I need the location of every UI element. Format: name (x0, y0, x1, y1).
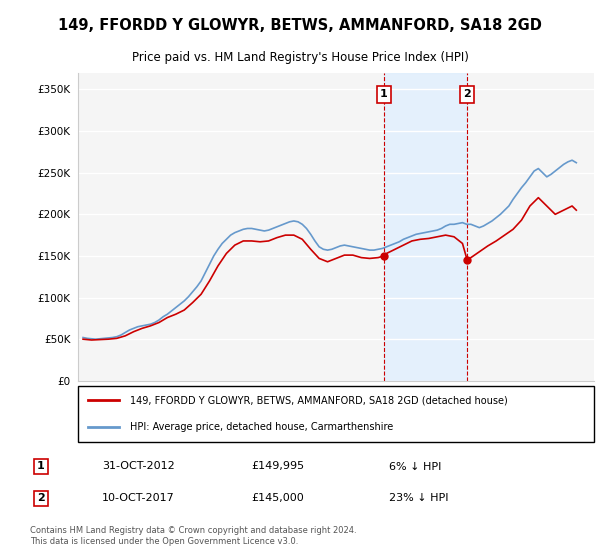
Text: Contains HM Land Registry data © Crown copyright and database right 2024.
This d: Contains HM Land Registry data © Crown c… (30, 526, 356, 546)
Text: 2: 2 (463, 90, 471, 100)
Text: £149,995: £149,995 (251, 461, 304, 472)
Text: 10-OCT-2017: 10-OCT-2017 (102, 493, 175, 503)
Text: 2: 2 (37, 493, 45, 503)
Text: 1: 1 (380, 90, 388, 100)
Text: Price paid vs. HM Land Registry's House Price Index (HPI): Price paid vs. HM Land Registry's House … (131, 51, 469, 64)
Text: HPI: Average price, detached house, Carmarthenshire: HPI: Average price, detached house, Carm… (130, 422, 393, 432)
FancyBboxPatch shape (78, 386, 594, 442)
Text: 23% ↓ HPI: 23% ↓ HPI (389, 493, 448, 503)
Text: 149, FFORDD Y GLOWYR, BETWS, AMMANFORD, SA18 2GD (detached house): 149, FFORDD Y GLOWYR, BETWS, AMMANFORD, … (130, 395, 508, 405)
Text: 6% ↓ HPI: 6% ↓ HPI (389, 461, 441, 472)
Text: 1: 1 (37, 461, 45, 472)
Text: 31-OCT-2012: 31-OCT-2012 (102, 461, 175, 472)
Bar (384, 73, 467, 381)
Text: 149, FFORDD Y GLOWYR, BETWS, AMMANFORD, SA18 2GD: 149, FFORDD Y GLOWYR, BETWS, AMMANFORD, … (58, 18, 542, 33)
Text: £145,000: £145,000 (251, 493, 304, 503)
